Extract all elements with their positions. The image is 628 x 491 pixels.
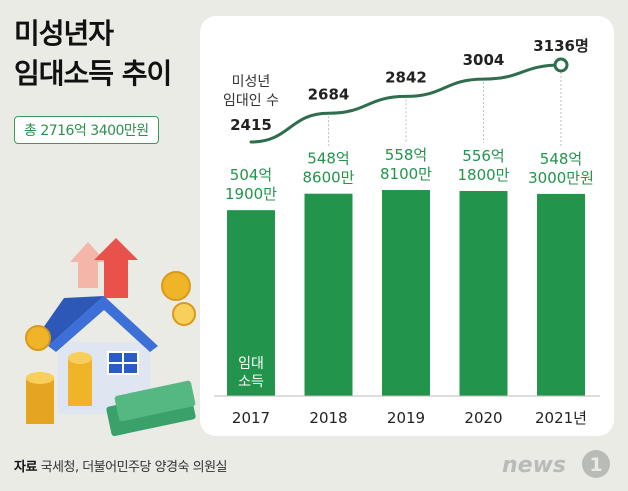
line-series-path — [249, 63, 563, 144]
bar-label-1-line-2: 8600만 — [303, 169, 355, 187]
bar-label-0-line-1: 504억 — [230, 166, 272, 184]
source-label: 자료 — [14, 460, 37, 475]
bar-label-3-line-1: 556억 — [462, 147, 504, 165]
chart-title: 미성년자 임대소득 추이 — [14, 14, 172, 94]
source-text: 국세청, 더불어민주당 양경숙 의원실 — [40, 460, 228, 475]
bar-4 — [537, 193, 585, 396]
line-label-2: 2842 — [385, 68, 427, 86]
bar-2 — [382, 190, 430, 396]
bar-label-4-line-1: 548억 — [540, 150, 582, 168]
logo-text: news — [502, 453, 566, 478]
bar-label-1-line-1: 548억 — [307, 150, 349, 168]
total-income-badge: 총 2716억 3400만원 — [14, 116, 159, 144]
bar-3 — [459, 190, 508, 396]
x-tick-3: 2020 — [464, 409, 502, 427]
logo-mark: 1 — [589, 454, 602, 476]
line-label-0: 2415 — [230, 116, 272, 134]
line-label-1: 2684 — [308, 85, 350, 103]
bar-label-4-line-2: 3000만원 — [528, 169, 594, 187]
chart-svg: 504억1900만548억8600만558억8100만556억1800만548억… — [214, 37, 600, 427]
source-note: 자료 국세청, 더불어민주당 양경숙 의원실 — [14, 456, 228, 475]
chart-panel: 504억 1900만 548억 8600만 558억 8100만 556억 1800만 548억… — [200, 16, 614, 436]
bar-0 — [227, 210, 275, 396]
line-label-4: 3136명 — [533, 37, 589, 55]
x-tick-1: 2018 — [309, 409, 347, 427]
x-tick-0: 2017 — [232, 409, 270, 427]
line-series-label-line-2: 임대인 수 — [223, 93, 279, 109]
title-line-1: 미성년자 — [14, 17, 114, 50]
bar-1 — [304, 193, 353, 396]
line-series-label-line-1: 미성년 — [232, 74, 271, 90]
bar-label-0-line-2: 1900만 — [225, 185, 277, 203]
bar-label-2-line-2: 8100만 — [380, 165, 432, 183]
bar-series-label-line-1: 임대 — [238, 356, 264, 372]
x-tick-2: 2019 — [387, 409, 425, 427]
bar-series-label-line-2: 소득 — [238, 374, 264, 390]
x-tick-4: 2021년 — [535, 409, 587, 427]
house-coins-illustration-icon — [25, 238, 196, 437]
news1-logo: news 1 — [502, 450, 610, 478]
line-point-4 — [553, 57, 569, 73]
bar-label-3-line-2: 1800만 — [458, 166, 510, 184]
line-label-3: 3004 — [463, 51, 505, 69]
title-line-2: 임대소득 추이 — [14, 57, 172, 90]
bar-label-2-line-1: 558억 — [385, 146, 427, 164]
